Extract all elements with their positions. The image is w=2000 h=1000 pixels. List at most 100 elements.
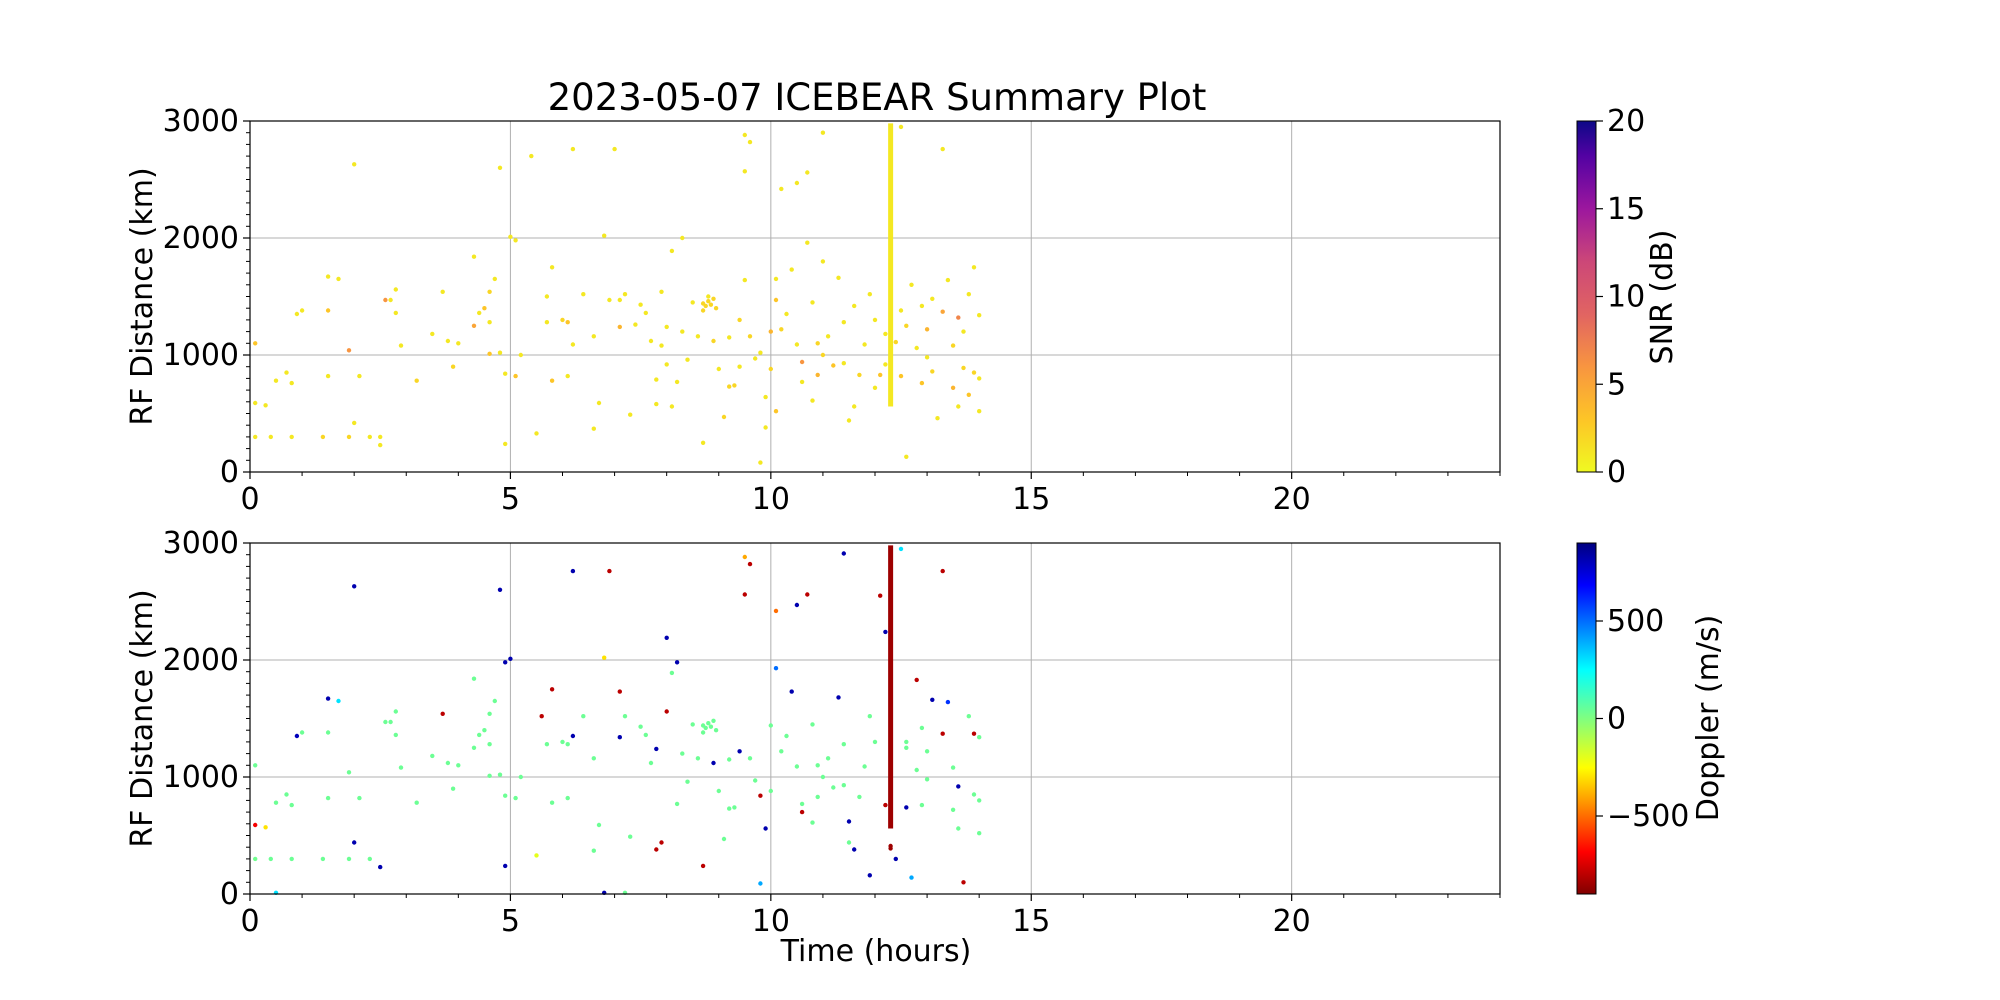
data-point bbox=[888, 843, 893, 849]
data-point bbox=[727, 806, 732, 811]
data-point bbox=[596, 400, 602, 406]
data-point bbox=[742, 554, 747, 560]
data-point bbox=[779, 327, 784, 332]
figure-title: 2023-05-07 ICEBEAR Summary Plot bbox=[548, 76, 1207, 119]
data-point bbox=[477, 310, 482, 316]
data-point bbox=[393, 732, 398, 738]
data-point bbox=[919, 725, 925, 731]
data-point bbox=[794, 342, 800, 347]
y-tick-label: 3000 bbox=[163, 104, 239, 139]
data-point bbox=[753, 778, 758, 783]
doppler-colorbar-label: Doppler (m/s) bbox=[1691, 615, 1726, 822]
data-point bbox=[690, 300, 695, 305]
data-point bbox=[664, 709, 669, 714]
data-point bbox=[825, 756, 831, 761]
data-point bbox=[289, 802, 294, 808]
data-point bbox=[487, 351, 492, 356]
data-point bbox=[565, 795, 570, 801]
data-point bbox=[352, 162, 357, 167]
data-point bbox=[581, 714, 586, 719]
data-point bbox=[695, 756, 701, 761]
data-point bbox=[622, 714, 628, 719]
y-tick-label: 0 bbox=[220, 877, 239, 912]
data-point bbox=[732, 805, 737, 810]
data-point bbox=[570, 733, 576, 739]
data-point bbox=[742, 592, 747, 597]
data-point bbox=[602, 233, 607, 238]
colorbar-tick-label: 10 bbox=[1607, 280, 1645, 315]
data-point bbox=[492, 276, 497, 282]
data-point bbox=[904, 454, 909, 459]
data-point bbox=[612, 146, 617, 152]
data-point bbox=[841, 783, 846, 788]
data-point bbox=[820, 774, 826, 780]
data-point bbox=[299, 730, 305, 735]
data-point bbox=[977, 409, 982, 414]
data-point bbox=[872, 739, 878, 745]
data-point bbox=[544, 742, 550, 747]
y-tick-label: 2000 bbox=[163, 221, 239, 256]
x-tick-label: 15 bbox=[1012, 904, 1050, 939]
data-point bbox=[268, 434, 273, 440]
data-point bbox=[961, 880, 966, 885]
data-point bbox=[857, 794, 862, 800]
data-point bbox=[872, 317, 878, 323]
data-point bbox=[414, 800, 419, 805]
data-point bbox=[346, 770, 352, 775]
plot-area bbox=[250, 121, 1500, 472]
data-point bbox=[711, 760, 716, 766]
data-point bbox=[966, 292, 971, 297]
data-point bbox=[867, 873, 872, 878]
data-point bbox=[810, 820, 815, 825]
colorbar-tick-label: 15 bbox=[1607, 192, 1645, 227]
data-point bbox=[591, 334, 596, 339]
data-point bbox=[721, 836, 727, 842]
data-point bbox=[289, 434, 294, 440]
data-point bbox=[747, 561, 753, 567]
data-point bbox=[383, 719, 388, 725]
x-axis-label: Time (hours) bbox=[780, 934, 972, 969]
data-point bbox=[529, 153, 534, 159]
y-tick-label: 2000 bbox=[163, 643, 239, 678]
data-point bbox=[680, 235, 685, 241]
data-point bbox=[898, 124, 904, 130]
data-point bbox=[825, 334, 831, 339]
data-point bbox=[950, 807, 956, 812]
data-point bbox=[357, 373, 362, 379]
data-point bbox=[779, 749, 784, 754]
data-point bbox=[878, 372, 883, 378]
data-point bbox=[617, 324, 622, 330]
data-point bbox=[914, 767, 919, 773]
data-point bbox=[570, 342, 576, 347]
data-point bbox=[534, 853, 539, 858]
data-point bbox=[862, 342, 867, 347]
data-point bbox=[253, 434, 258, 440]
data-point bbox=[591, 848, 596, 853]
data-point bbox=[253, 822, 258, 828]
data-point bbox=[325, 308, 331, 313]
y-tick-label: 1000 bbox=[163, 338, 239, 373]
data-point bbox=[487, 289, 492, 294]
data-point bbox=[794, 602, 800, 608]
data-point bbox=[950, 765, 956, 770]
data-point bbox=[503, 660, 508, 665]
data-point bbox=[956, 784, 961, 789]
data-point bbox=[497, 772, 503, 777]
data-point bbox=[700, 308, 706, 313]
data-point bbox=[716, 788, 721, 794]
data-point bbox=[742, 277, 747, 283]
data-point bbox=[836, 695, 841, 700]
data-point bbox=[820, 130, 826, 135]
data-point bbox=[393, 709, 398, 714]
data-point bbox=[685, 779, 690, 784]
colorbar-tick-label: 500 bbox=[1607, 604, 1664, 639]
x-tick-label: 20 bbox=[1273, 904, 1311, 939]
data-point bbox=[664, 362, 669, 367]
colorbar-tick-label: 0 bbox=[1607, 455, 1626, 490]
data-point bbox=[289, 856, 294, 862]
data-point bbox=[898, 308, 904, 313]
data-point bbox=[346, 434, 352, 440]
data-point bbox=[497, 587, 503, 592]
data-point bbox=[878, 593, 883, 598]
data-point bbox=[263, 403, 268, 408]
